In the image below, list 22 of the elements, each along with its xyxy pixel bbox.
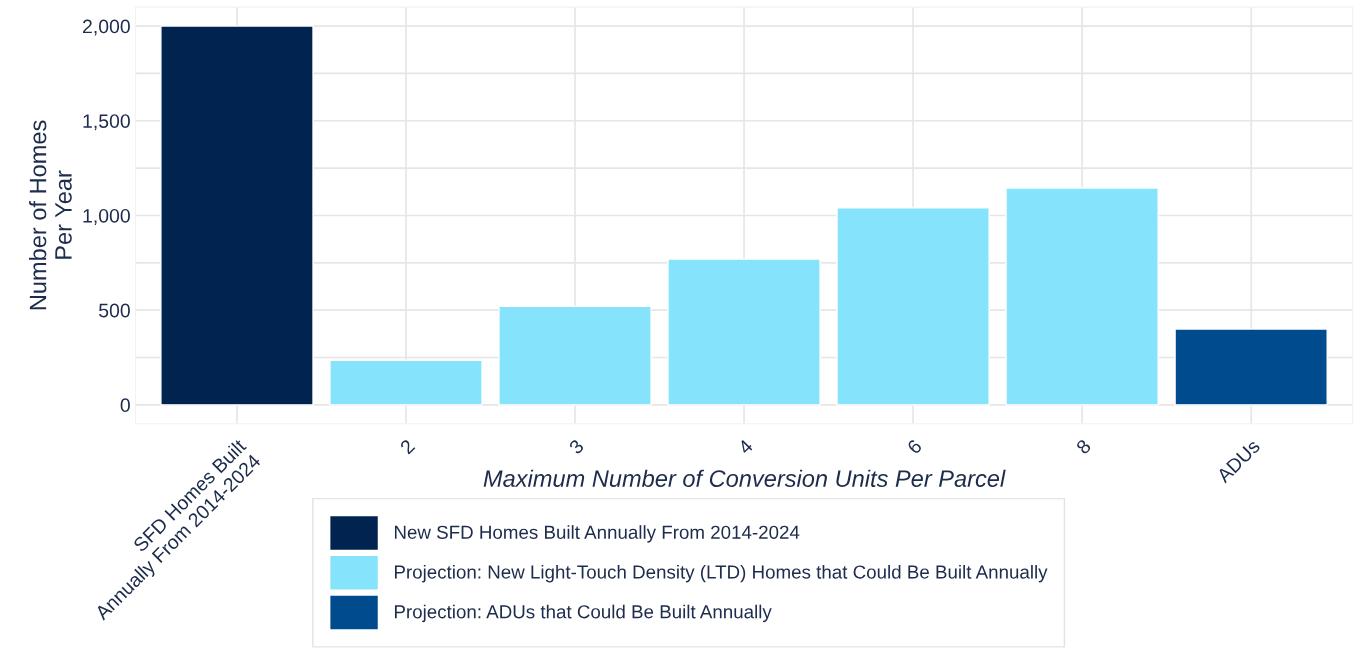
bar — [160, 25, 314, 406]
x-axis-title: Maximum Number of Conversion Units Per Parcel — [483, 469, 1006, 487]
y-tick-label: 1,500 — [83, 114, 130, 131]
y-tick-label: 2,000 — [82, 19, 130, 36]
y-tick-label: 500 — [99, 303, 130, 318]
bar — [1005, 187, 1159, 406]
bar — [1174, 328, 1328, 406]
bar — [836, 207, 990, 406]
x-tick-label: 4 — [737, 438, 754, 455]
legend-label: New SFD Homes Built Annually From 2014-2024 — [394, 525, 800, 543]
y-tick-label: 0 — [120, 398, 130, 413]
x-tick-label: 8 — [1075, 438, 1092, 455]
x-tick-label: 2 — [399, 438, 416, 455]
legend-label: Projection: ADUs that Could Be Built Annually — [394, 604, 772, 623]
x-tick-label: 6 — [906, 438, 923, 455]
y-axis-title: Number of Homes Per Year — [29, 120, 72, 310]
bar — [329, 359, 483, 406]
x-tick-label: 3 — [568, 438, 585, 455]
legend-label: Projection: New Light-Touch Density (LTD) Homes that Could Be Built Annually — [394, 564, 1048, 583]
bar — [667, 258, 821, 406]
y-tick-label: 1,000 — [83, 208, 130, 225]
bar — [498, 305, 652, 406]
